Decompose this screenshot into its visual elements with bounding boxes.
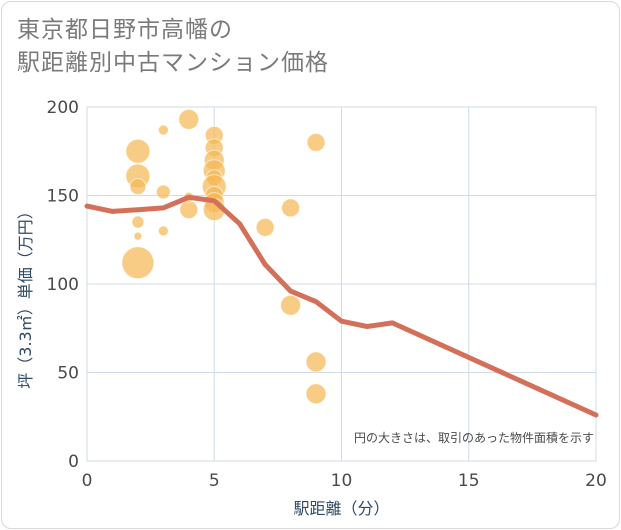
y-tick-label: 100 <box>47 275 79 295</box>
bubble-point <box>281 198 301 218</box>
y-tick-label: 150 <box>47 187 79 207</box>
bubble-point <box>305 383 327 405</box>
x-tick-label: 5 <box>209 471 220 491</box>
bubble-point <box>155 184 171 200</box>
y-tick-label: 50 <box>57 364 79 384</box>
bubble-point <box>121 246 155 280</box>
average-price-line <box>84 194 599 418</box>
title-line-1: 東京都日野市高幡の <box>17 17 233 43</box>
bubble-point <box>129 178 147 196</box>
x-tick-label: 15 <box>458 471 480 491</box>
grid <box>86 106 597 462</box>
bubble-point <box>178 108 200 130</box>
bubble-point <box>131 215 145 229</box>
y-axis-title: 坪（3.3㎡）単価（万円） <box>16 203 35 388</box>
bubble-series <box>108 108 327 405</box>
x-tick-label: 0 <box>82 471 93 491</box>
bubble-point <box>306 132 326 152</box>
x-tick-label: 10 <box>331 471 353 491</box>
bubble-point <box>179 200 199 220</box>
title-line-2: 駅距離別中古マンション価格 <box>17 50 329 76</box>
bubble-point <box>133 231 143 241</box>
x-tick-label: 20 <box>585 471 607 491</box>
bubble-point <box>280 294 302 316</box>
chart-title: 東京都日野市高幡の 駅距離別中古マンション価格 <box>17 14 437 80</box>
y-tick-label: 0 <box>68 452 79 472</box>
bubble-size-note: 円の大きさは、取引のあった物件面積を示す <box>354 430 594 445</box>
bubble-point <box>157 124 169 136</box>
bubble-point <box>255 217 275 237</box>
bubble-point <box>157 225 169 237</box>
y-tick-label: 200 <box>47 98 79 118</box>
bubble-point <box>125 138 151 164</box>
x-axis-title: 駅距離（分） <box>293 499 389 518</box>
bubble-point <box>305 351 327 373</box>
